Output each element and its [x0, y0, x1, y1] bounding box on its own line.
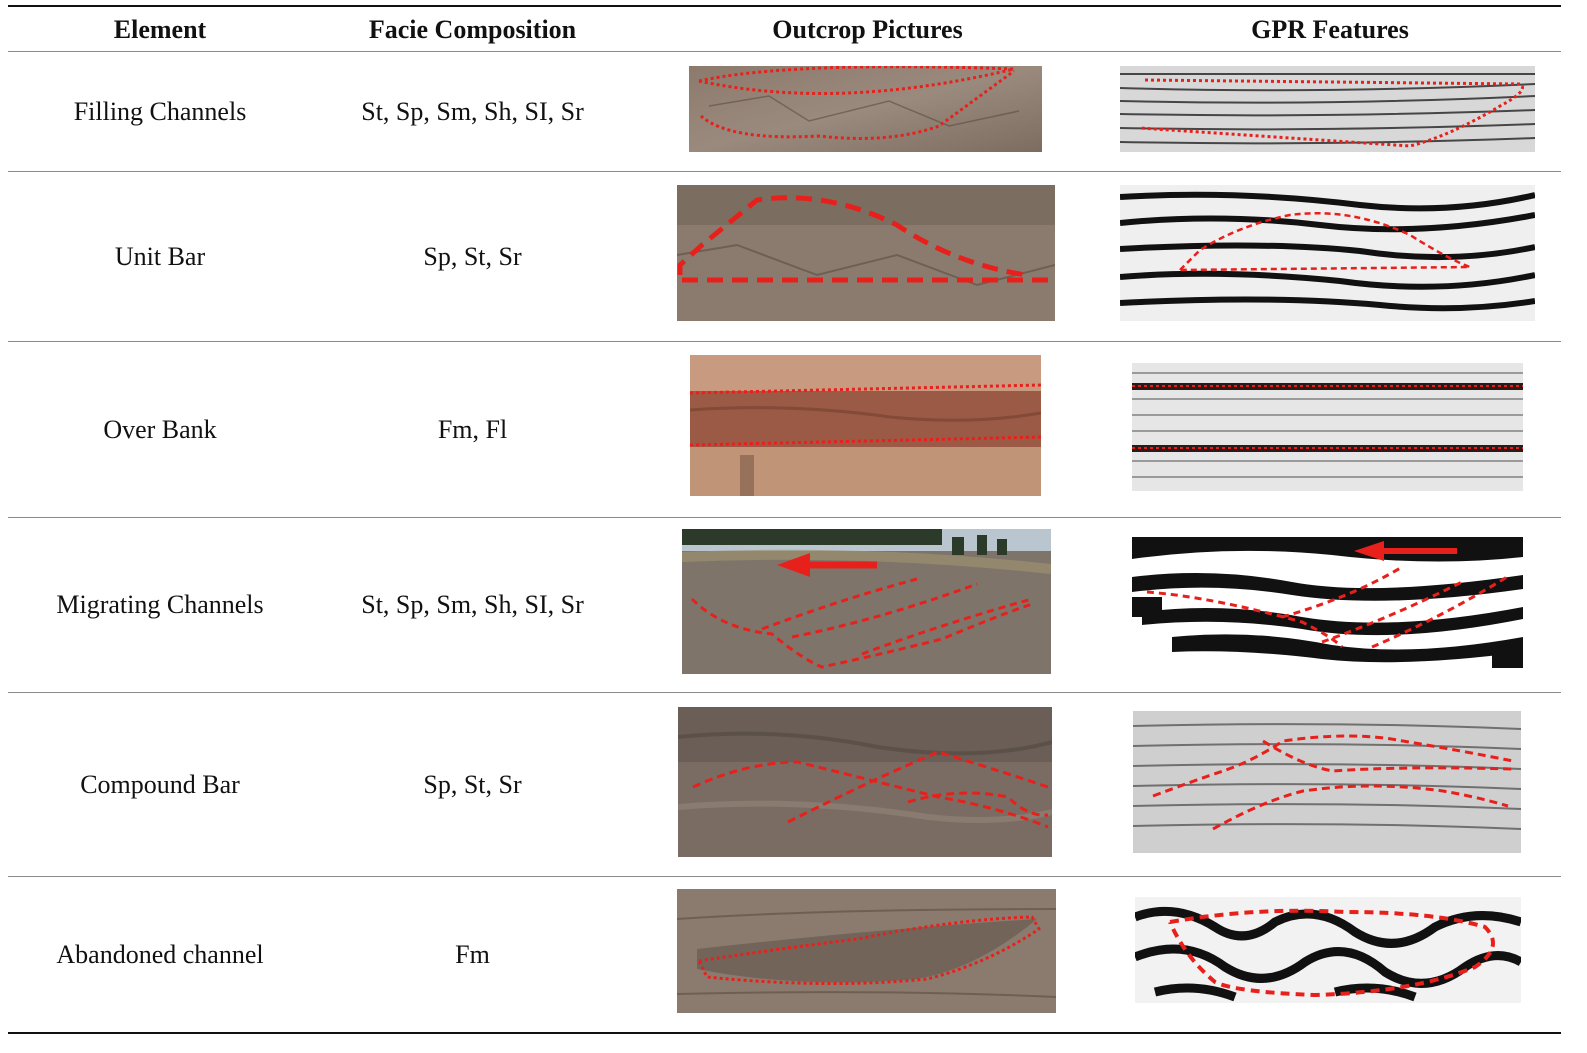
header-rule: [8, 51, 1561, 52]
filling-channels-gpr-profile: [1120, 66, 1535, 152]
table-top-rule: [8, 5, 1561, 7]
row-divider: [8, 517, 1561, 518]
filling-channels-outcrop-photo: [689, 66, 1042, 152]
row-facies: Fm: [455, 939, 490, 969]
unit-bar-outcrop-photo: [677, 185, 1055, 321]
migrating-channels-outcrop-photo: [682, 529, 1051, 674]
abandoned-channel-gpr-profile: [1135, 897, 1521, 1003]
row-element: Compound Bar: [80, 769, 240, 799]
row-facies: St, Sp, Sm, Sh, SI, Sr: [361, 96, 584, 126]
abandoned-channel-outcrop-photo: [677, 889, 1056, 1013]
header-facies: Facie Composition: [368, 15, 577, 44]
row-element: Unit Bar: [114, 241, 206, 271]
row-facies: Sp, St, Sr: [423, 769, 522, 799]
header-gpr: GPR Features: [1251, 15, 1409, 44]
row-divider: [8, 876, 1561, 877]
row-divider: [8, 171, 1561, 172]
compound-bar-outcrop-photo: [678, 707, 1052, 857]
table-bottom-rule: [8, 1032, 1561, 1034]
row-element: Migrating Channels: [56, 590, 264, 619]
row-divider: [8, 692, 1561, 693]
row-facies: St, Sp, Sm, Sh, SI, Sr: [361, 590, 584, 619]
row-facies: Sp, St, Sr: [423, 241, 522, 271]
row-element: Over Bank: [103, 414, 217, 444]
row-divider: [8, 341, 1561, 342]
header-outcrop: Outcrop Pictures: [772, 15, 963, 44]
compound-bar-gpr-profile: [1133, 711, 1521, 853]
row-element: Filling Channels: [73, 96, 247, 126]
migrating-channels-gpr-profile: [1132, 537, 1523, 668]
over-bank-outcrop-photo: [690, 355, 1041, 496]
unit-bar-gpr-profile: [1120, 185, 1535, 321]
row-element: Abandoned channel: [56, 939, 264, 969]
header-element: Element: [113, 15, 207, 44]
row-facies: Fm, Fl: [437, 414, 508, 444]
over-bank-gpr-profile: [1132, 363, 1523, 491]
